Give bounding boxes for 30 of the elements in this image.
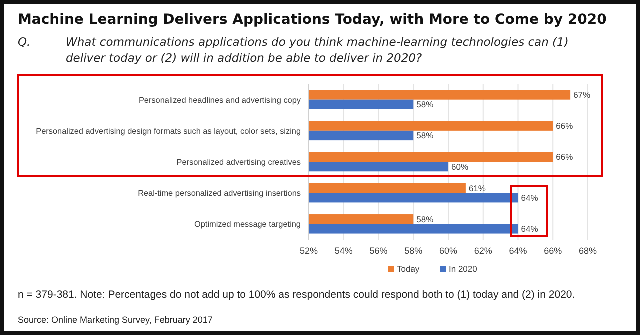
x-tick-label: 64% bbox=[509, 246, 528, 256]
data-label: 61% bbox=[468, 183, 486, 194]
x-tick-label: 58% bbox=[404, 246, 423, 256]
x-tick-label: 54% bbox=[334, 246, 353, 256]
data-label: 66% bbox=[556, 152, 574, 162]
y-tick-label: Personalized advertising design formats such as layout, color sets, sizing bbox=[36, 126, 302, 136]
x-tick-label: 68% bbox=[578, 246, 598, 256]
y-tick-label: Real-time personalized advertising insertions bbox=[138, 189, 301, 198]
y-tick-label: Personalized headlines and advertising copy bbox=[138, 96, 302, 105]
data-label: 64% bbox=[521, 192, 539, 203]
x-tick-label: 60% bbox=[439, 246, 458, 256]
data-label: 64% bbox=[521, 224, 539, 234]
source-note: Source: Online Marketing Survey, February 2017 bbox=[18, 315, 213, 325]
y-tick-label: Personalized advertising creatives bbox=[176, 158, 301, 167]
text: n = 379-381. Note: Percentages do not add up to 100% as respondents could respond both to (1) today and (2) in 2020. bbox=[18, 289, 576, 301]
chart-title: Machine Learning Delivers Applications Today, with More to Come by 2020 bbox=[18, 12, 608, 28]
y-tick-label: Optimized message targeting bbox=[194, 220, 302, 230]
data-label: 58% bbox=[416, 100, 434, 110]
data-label: 60% bbox=[452, 162, 469, 172]
legend-label: In 2020 bbox=[449, 264, 478, 274]
data-label: 67% bbox=[574, 90, 592, 100]
x-tick-label: 52% bbox=[300, 246, 318, 256]
data-label: 66% bbox=[556, 121, 574, 132]
data-label: 58% bbox=[416, 214, 434, 224]
text: Q. What communications applications do you think machine-learning technologies can (1) deliver today or (2) will in addition be able to deliver in 2020? bbox=[18, 35, 569, 65]
legend-label: Today bbox=[397, 264, 420, 274]
x-tick-label: 56% bbox=[370, 246, 388, 256]
x-tick-label: 62% bbox=[474, 246, 492, 256]
data-label: 58% bbox=[416, 130, 434, 141]
x-tick-label: 66% bbox=[544, 246, 562, 256]
